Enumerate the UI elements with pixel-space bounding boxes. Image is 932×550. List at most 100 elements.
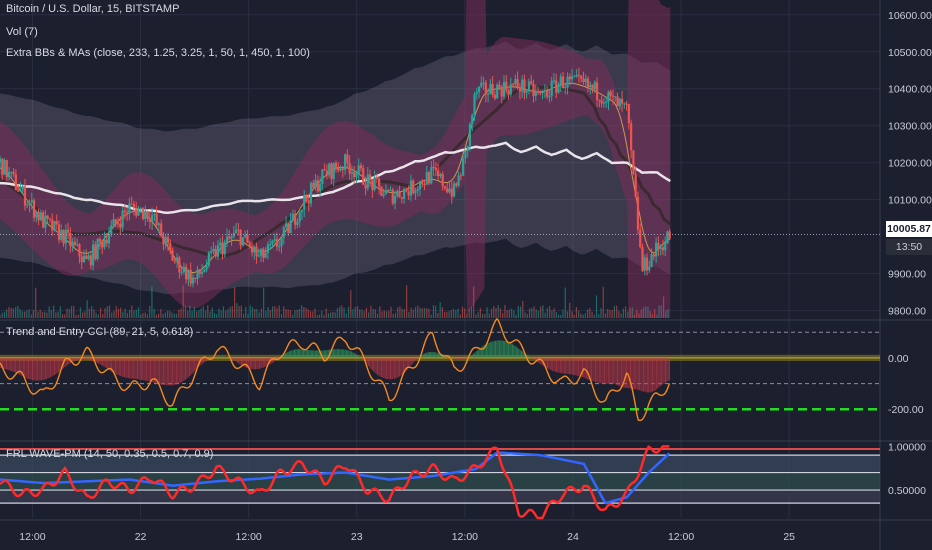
- volume-bar: [225, 310, 227, 318]
- candle-body: [223, 242, 226, 255]
- volume-bar: [142, 312, 144, 318]
- volume-bar: [59, 306, 61, 318]
- volume-bar: [191, 310, 193, 318]
- candle-body: [655, 242, 658, 257]
- candle-body: [241, 237, 245, 246]
- volume-bar: [120, 307, 122, 318]
- volume-bar: [345, 313, 347, 318]
- volume-bar: [184, 305, 187, 318]
- volume-bar: [651, 314, 653, 318]
- candle-body: [312, 182, 315, 188]
- time-axis-label: 22: [135, 531, 147, 543]
- volume-bar: [591, 311, 593, 318]
- volume-bar: [528, 308, 531, 318]
- candle-body: [652, 254, 655, 257]
- candle-body: [437, 170, 440, 177]
- volume-bar: [616, 305, 618, 318]
- candle-body: [348, 162, 351, 174]
- volume-bar: [531, 307, 533, 318]
- candle-body: [157, 223, 161, 226]
- candle-body: [235, 229, 238, 233]
- candle-body: [459, 175, 462, 177]
- candle-body: [586, 78, 590, 88]
- candle-body: [210, 251, 213, 253]
- candle-body: [264, 252, 267, 258]
- candle-body: [96, 238, 99, 260]
- candle-body: [123, 210, 126, 213]
- candle-body: [126, 212, 129, 214]
- volume-bar: [220, 310, 222, 318]
- candle-body: [69, 232, 72, 247]
- volume-bar: [481, 313, 484, 318]
- candle-body: [259, 248, 263, 256]
- candle-body: [173, 260, 176, 262]
- volume-bar: [575, 306, 578, 318]
- volume-bar: [102, 313, 104, 318]
- price-axis-label: 10300.00: [888, 121, 932, 133]
- candle-body: [432, 167, 435, 169]
- candle-body: [30, 200, 33, 203]
- candle-body: [1, 158, 4, 175]
- volume-bar: [370, 305, 372, 318]
- candle-body: [205, 265, 208, 270]
- candle-body: [219, 242, 222, 246]
- volume-bar: [361, 309, 363, 318]
- volume-bar: [104, 308, 106, 318]
- volume-bar: [488, 313, 490, 318]
- volume-bar: [19, 309, 21, 318]
- candle-body: [187, 270, 190, 280]
- volume-bar: [499, 308, 502, 318]
- bar-timer-tag: 13:50: [886, 239, 932, 255]
- candle-body: [648, 266, 651, 271]
- candle-body: [146, 211, 149, 219]
- candle-body: [28, 202, 31, 205]
- volume-bar: [600, 308, 602, 318]
- volume-bar: [549, 306, 551, 318]
- volume-bar: [457, 308, 459, 318]
- volume-bar: [267, 306, 269, 318]
- candle-body: [473, 93, 476, 115]
- candle-body: [509, 84, 512, 95]
- volume-bar: [298, 308, 300, 318]
- volume-bar: [106, 306, 108, 318]
- volume-bar: [502, 313, 504, 318]
- volume-bar: [12, 308, 15, 318]
- volume-bar: [99, 307, 102, 318]
- candle-body: [203, 269, 206, 272]
- candle-body: [296, 221, 299, 225]
- candle-body: [543, 90, 546, 92]
- candle-body: [64, 229, 67, 244]
- candle-body: [539, 92, 542, 94]
- volume-bar: [466, 313, 468, 318]
- candle-body: [0, 158, 2, 163]
- volume-bar: [399, 306, 401, 318]
- candle-body: [132, 204, 136, 208]
- candle-body: [384, 190, 388, 195]
- candle-body: [405, 189, 408, 192]
- candle-body: [262, 248, 265, 258]
- candle-body: [103, 239, 106, 248]
- volume-bar: [30, 314, 32, 318]
- volume-bar: [126, 313, 128, 318]
- candle-body: [303, 195, 306, 210]
- volume-bar: [271, 306, 274, 318]
- candle-body: [382, 194, 385, 196]
- candle-body: [541, 91, 544, 94]
- candle-body: [595, 82, 599, 100]
- volume-bar: [117, 308, 120, 318]
- time-axis-label: 25: [783, 531, 795, 543]
- legend-bands: Extra BBs & MAs (close, 233, 1.25, 3.25,…: [6, 47, 310, 59]
- volume-bar: [86, 300, 88, 318]
- candle-body: [110, 225, 113, 235]
- candle-body: [89, 255, 92, 266]
- candle-body: [139, 207, 142, 210]
- volume-bar: [35, 287, 37, 318]
- candle-body: [452, 183, 456, 197]
- volume-bar: [642, 307, 645, 318]
- candle-body: [350, 171, 353, 174]
- volume-bar: [450, 309, 452, 318]
- candle-body: [98, 238, 101, 242]
- volume-bar: [292, 314, 294, 318]
- volume-bar: [53, 305, 55, 318]
